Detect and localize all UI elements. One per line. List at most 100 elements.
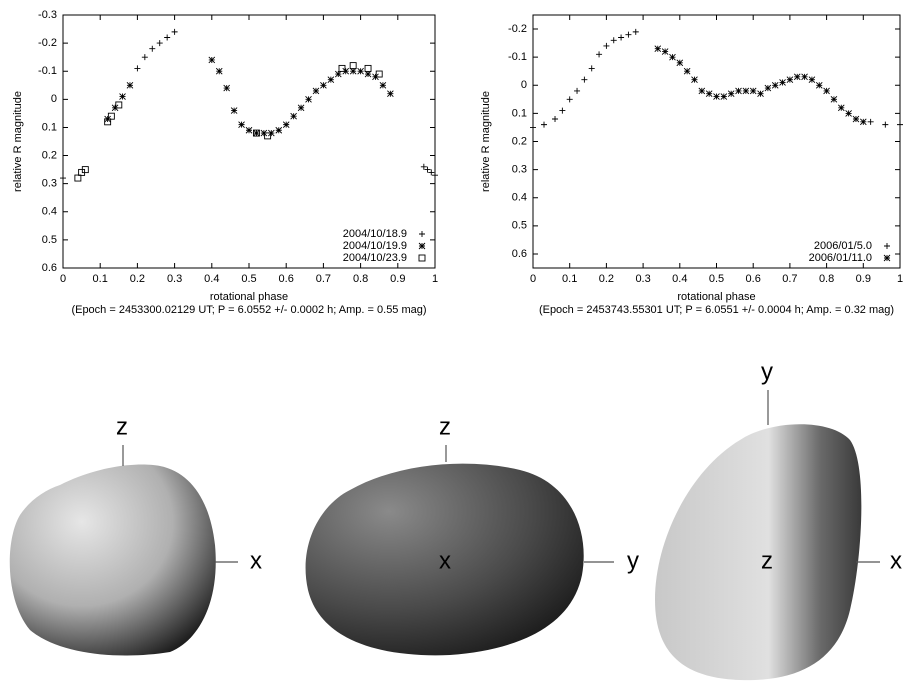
point — [268, 129, 275, 137]
point — [698, 87, 706, 95]
point — [749, 87, 757, 95]
point — [379, 81, 387, 89]
point — [334, 70, 342, 78]
point — [588, 65, 595, 72]
y-tick-label: 0.3 — [42, 178, 57, 190]
x-tick-label: 0.6 — [279, 273, 294, 285]
point — [669, 53, 676, 61]
y-tick-label: 0.4 — [512, 192, 527, 204]
point — [357, 67, 364, 75]
legend-marker — [884, 243, 890, 249]
x-tick-label: 0.9 — [856, 273, 871, 285]
point — [830, 96, 838, 103]
point — [801, 73, 808, 81]
y-tick-label: -0.2 — [38, 37, 57, 49]
axis-letter: x — [250, 547, 262, 574]
point — [793, 73, 801, 81]
point — [566, 96, 573, 103]
point — [882, 121, 889, 128]
point — [420, 163, 427, 170]
legend-marker — [419, 231, 425, 237]
point — [603, 42, 610, 49]
legend-label: 2006/01/5.0 — [814, 240, 872, 252]
y-tick-label: 0.1 — [42, 121, 57, 133]
point — [720, 93, 728, 100]
point — [312, 87, 320, 95]
point — [691, 76, 698, 83]
x-tick-label: 0.8 — [819, 273, 834, 285]
x-tick-label: 0.4 — [672, 273, 687, 285]
axis-letter: z — [439, 413, 451, 440]
legend-marker — [883, 254, 891, 262]
axis-letter: z — [116, 413, 128, 440]
point — [632, 28, 639, 35]
subtitle: (Epoch = 2453300.02129 UT; P = 6.0552 +/… — [71, 304, 426, 316]
axis-letter: z — [761, 547, 773, 574]
point — [171, 28, 178, 35]
y-tick-label: 0 — [521, 79, 527, 91]
y-tick-label: 0.5 — [512, 220, 527, 232]
legend-marker — [418, 254, 426, 262]
point — [837, 104, 845, 112]
point — [375, 70, 383, 78]
point — [727, 90, 735, 98]
point — [432, 172, 438, 179]
point — [141, 54, 148, 61]
point — [275, 126, 283, 134]
point — [808, 76, 816, 83]
point — [859, 118, 867, 126]
y-axis-label: relative R magnitude — [480, 91, 492, 192]
x-tick-label: 0.3 — [167, 273, 182, 285]
legend-label: 2004/10/19.9 — [343, 240, 407, 252]
y-tick-label: -0.3 — [38, 9, 57, 21]
x-tick-label: 0.7 — [316, 273, 331, 285]
legend-label: 2006/01/11.0 — [809, 252, 872, 264]
y-axis-label: relative R magnitude — [12, 91, 24, 192]
x-tick-label: 0.2 — [599, 273, 614, 285]
y-tick-label: 0.3 — [512, 164, 527, 176]
shape-model — [655, 424, 862, 681]
point — [867, 118, 874, 125]
shape-model — [9, 464, 216, 656]
point — [764, 84, 772, 92]
point — [559, 107, 566, 114]
x-tick-label: 0.3 — [635, 273, 650, 285]
point — [815, 81, 823, 89]
point — [156, 40, 163, 47]
point — [297, 104, 305, 112]
x-tick-label: 0.6 — [746, 273, 761, 285]
point — [742, 87, 750, 95]
point — [581, 76, 588, 83]
point — [327, 76, 335, 83]
plot-frame — [532, 14, 901, 269]
shape-view-labels: z x z x y y z x — [116, 358, 902, 574]
x-tick-label: 0.5 — [709, 273, 724, 285]
point — [282, 121, 290, 128]
point — [305, 96, 312, 103]
point — [683, 67, 691, 75]
point — [149, 45, 156, 52]
x-tick-label: 0 — [60, 273, 66, 285]
y-tick-label: -0.1 — [508, 51, 527, 63]
point — [845, 110, 852, 117]
point — [823, 87, 830, 95]
x-tick-label: 0 — [530, 273, 536, 285]
point — [424, 166, 431, 173]
point — [208, 56, 216, 64]
y-tick-label: 0.5 — [42, 234, 57, 246]
subtitle: (Epoch = 2453743.55301 UT; P = 6.0551 +/… — [539, 304, 894, 316]
point — [60, 175, 66, 182]
x-tick-label: 0.8 — [353, 273, 368, 285]
point — [676, 59, 684, 67]
point — [552, 116, 559, 123]
point — [387, 90, 394, 98]
x-tick-label: 1 — [897, 273, 903, 285]
point — [757, 90, 764, 98]
legend-marker — [418, 242, 426, 250]
point — [661, 48, 669, 55]
point — [364, 64, 372, 72]
x-tick-label: 0.7 — [782, 273, 797, 285]
point — [596, 51, 603, 58]
point — [625, 31, 632, 38]
